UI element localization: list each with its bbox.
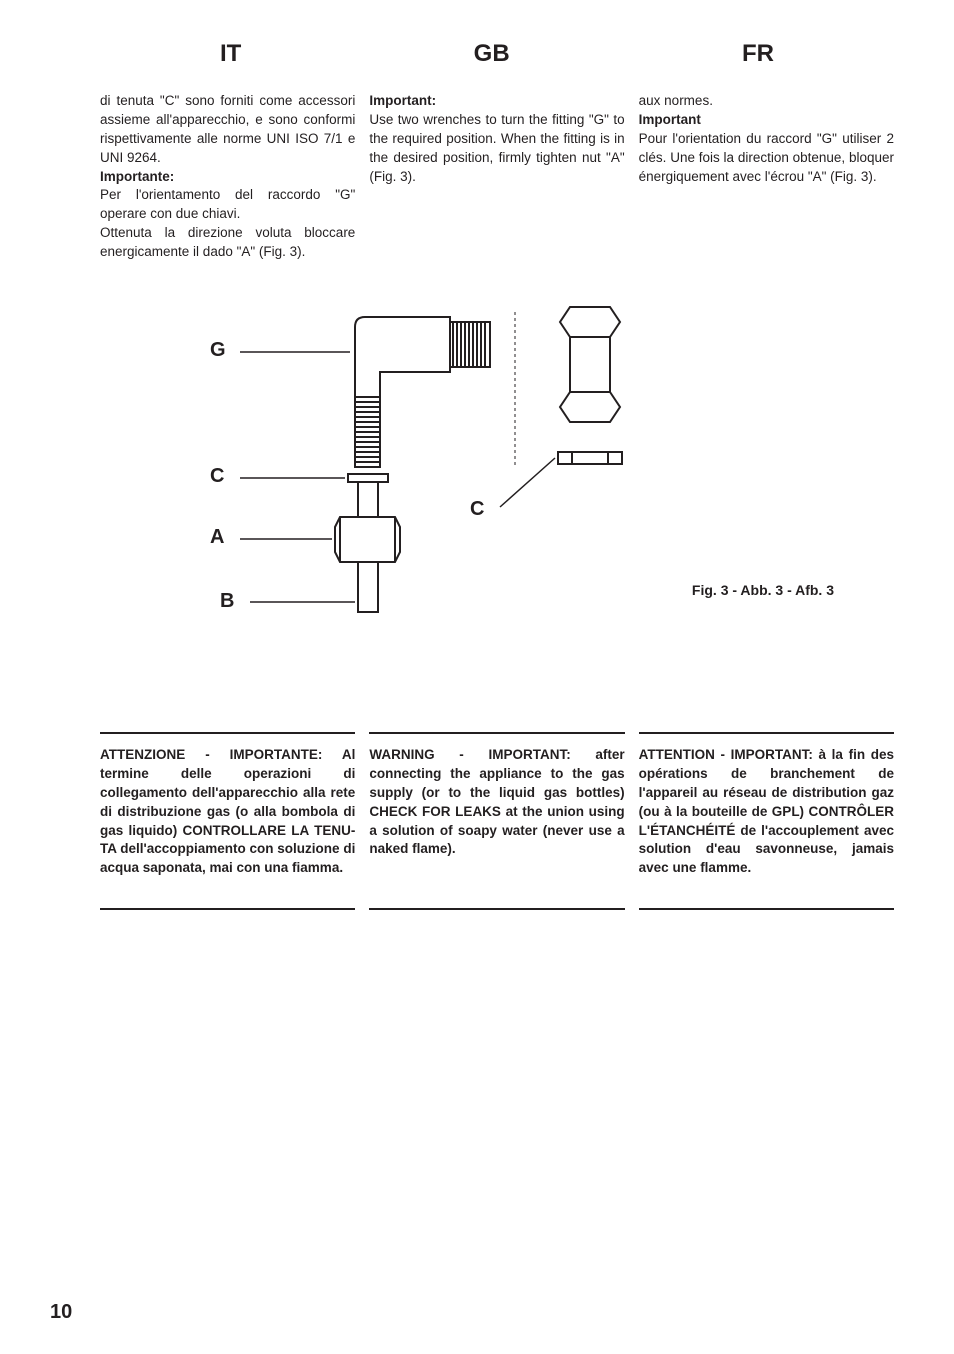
it-paragraph-2: Per l'orientamento del raccordo "G" oper… xyxy=(100,186,355,224)
fr-important-label: Important xyxy=(639,111,894,130)
warning-row: ATTENZIONE - IMPORTANTE: Al termine dell… xyxy=(100,732,894,910)
lang-gb: GB xyxy=(474,40,510,68)
fr-paragraph-1: aux normes. xyxy=(639,92,894,111)
lang-fr: FR xyxy=(742,40,774,68)
column-it: di tenuta "C" sono forniti come accessor… xyxy=(100,92,355,262)
text-columns: di tenuta "C" sono forniti come accessor… xyxy=(100,92,894,262)
figure-label-c1: C xyxy=(210,465,224,488)
figure-label-c2: C xyxy=(470,498,484,521)
warning-it: ATTENZIONE - IMPORTANTE: Al termine dell… xyxy=(100,732,355,910)
it-paragraph-3: Ottenuta la direzione voluta bloccare en… xyxy=(100,224,355,262)
warning-gb: WARNING - IMPORTANT: after connecting th… xyxy=(369,732,624,910)
warning-fr: ATTENTION - IMPORTANT: à la fin des opér… xyxy=(639,732,894,910)
gb-paragraph-1: Use two wrenches to turn the fitting "G"… xyxy=(369,111,624,187)
figure-label-a: A xyxy=(210,526,224,549)
gb-important-label: Important: xyxy=(369,92,624,111)
it-paragraph-1: di tenuta "C" sono forniti come accessor… xyxy=(100,92,355,168)
column-gb: Important: Use two wrenches to turn the … xyxy=(369,92,624,262)
figure-label-g: G xyxy=(210,339,226,362)
figure-caption: Fig. 3 - Abb. 3 - Afb. 3 xyxy=(692,582,834,598)
it-important-label: Importante: xyxy=(100,168,355,187)
figure-area: G C C A B Fig. 3 - Abb. 3 - Afb. 3 xyxy=(100,292,894,702)
language-header: IT GB FR xyxy=(100,40,894,68)
fitting-diagram xyxy=(240,292,660,692)
figure-label-b: B xyxy=(220,590,234,613)
fr-paragraph-2: Pour l'orientation du raccord "G" utilis… xyxy=(639,130,894,187)
column-fr: aux normes. Important Pour l'orientation… xyxy=(639,92,894,262)
page-number: 10 xyxy=(50,1301,72,1324)
page-content: IT GB FR di tenuta "C" sono forniti come… xyxy=(0,0,954,950)
lang-it: IT xyxy=(220,40,241,68)
